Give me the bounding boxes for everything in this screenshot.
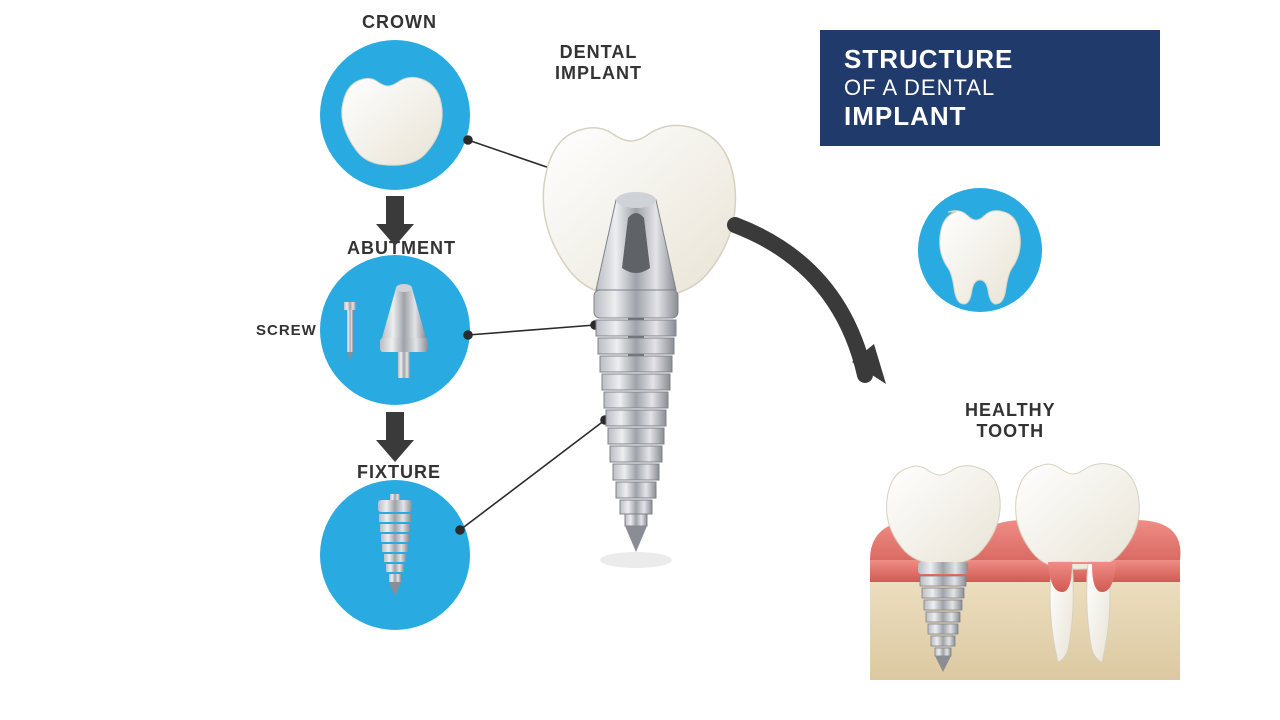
central-implant: [543, 125, 735, 568]
jaw-section: [870, 464, 1180, 680]
fixture-icon: [378, 494, 412, 596]
abutment-icon: [344, 284, 428, 378]
svg-layer: [0, 0, 1280, 720]
arrow-down-1: [376, 196, 414, 246]
infographic-stage: { "meta":{ "type":"infographic", "width"…: [0, 0, 1280, 720]
tooth-ref-icon: [940, 211, 1021, 304]
crown-icon: [342, 77, 442, 165]
curve-arrow: [735, 225, 865, 375]
arrow-down-2: [376, 412, 414, 462]
